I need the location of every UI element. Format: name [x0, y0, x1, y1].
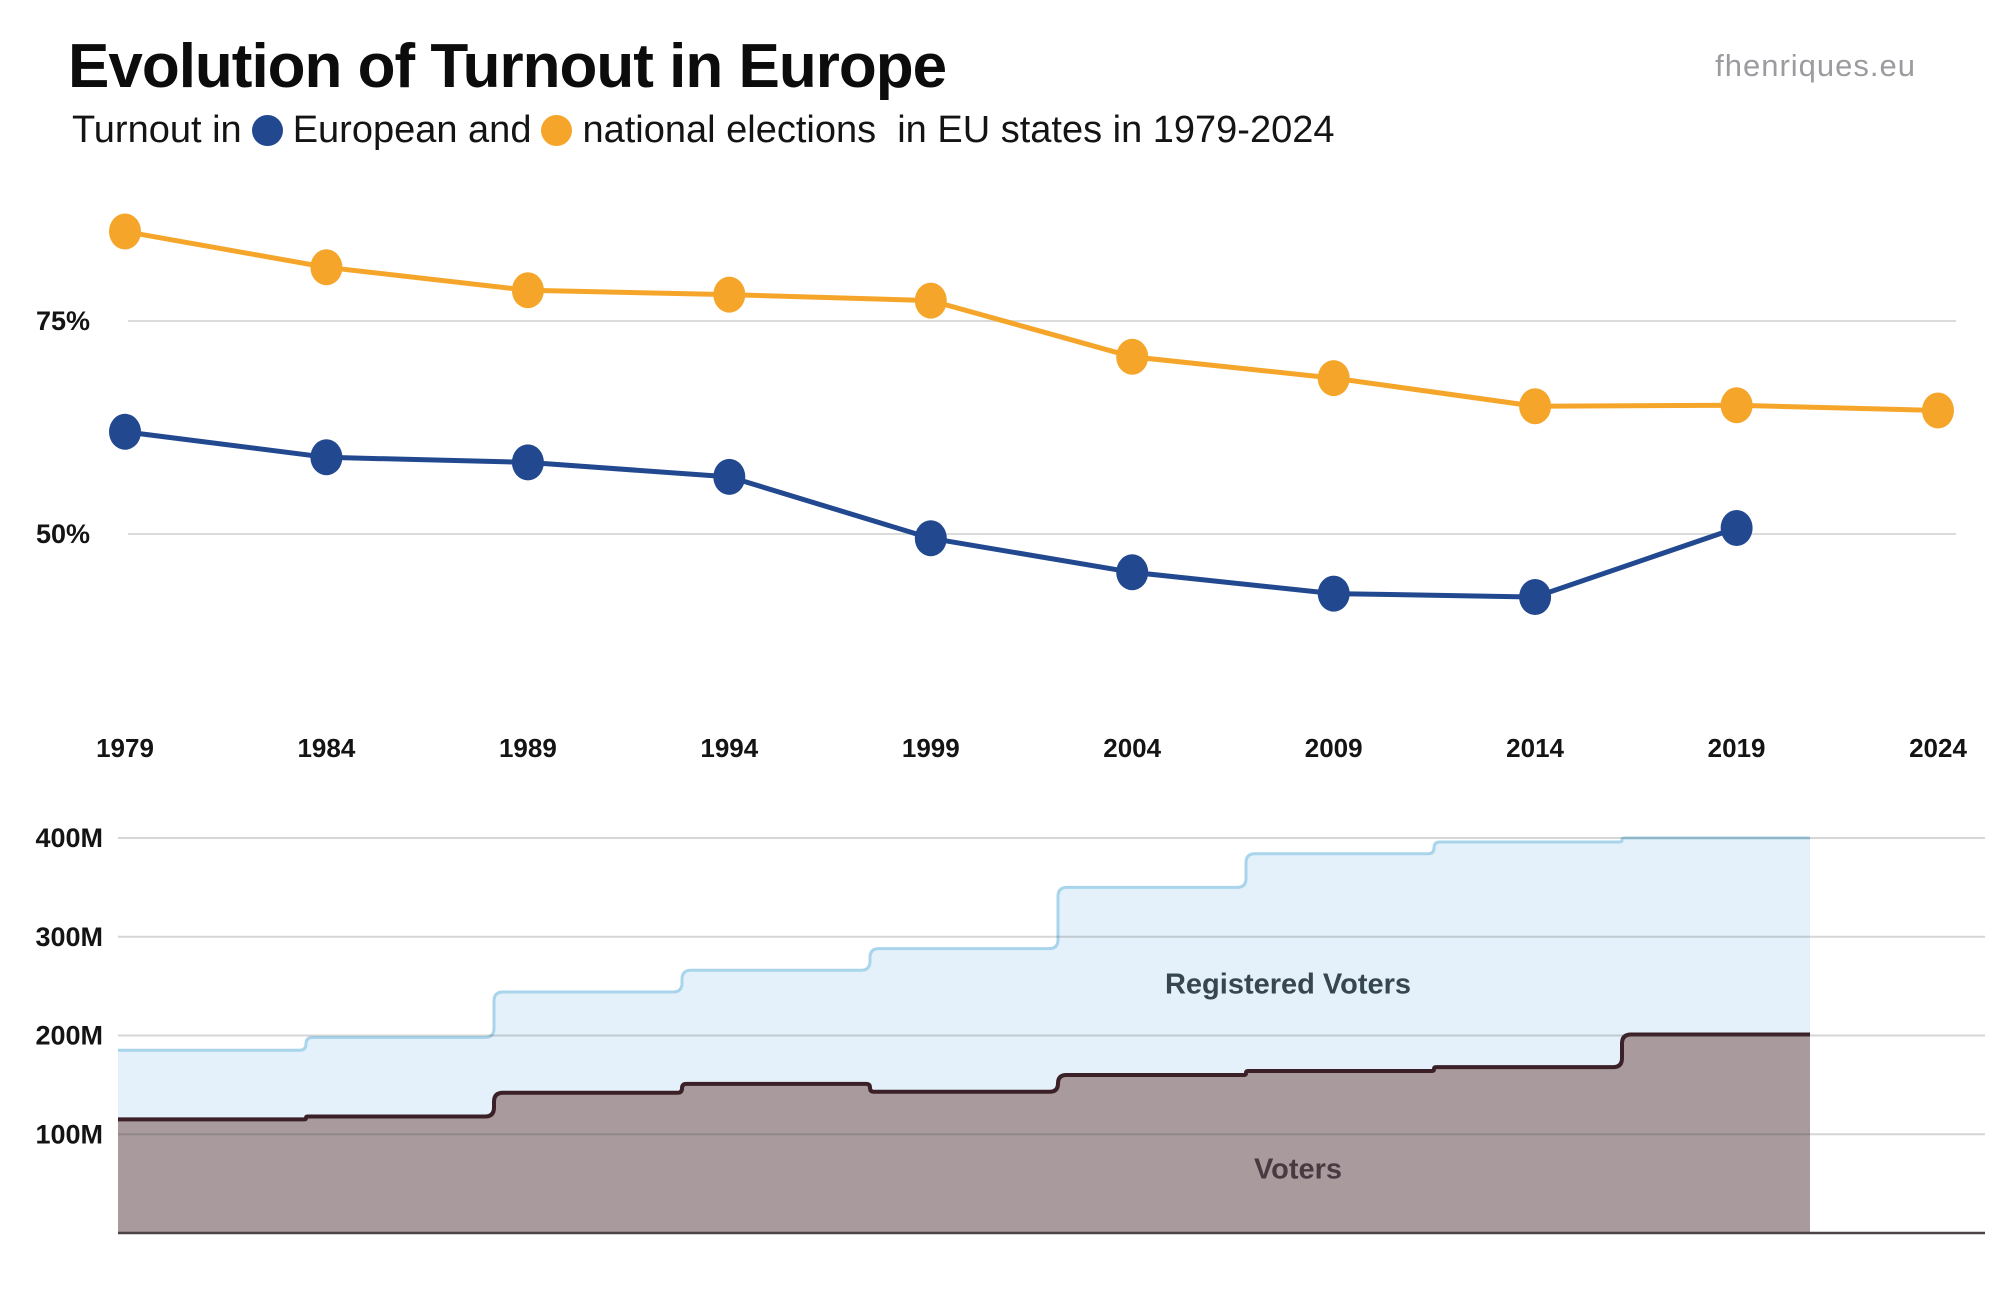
- x-axis-year-label: 1994: [700, 733, 758, 763]
- european-point-1994: [713, 458, 746, 495]
- subtitle-prefix: Turnout in: [72, 109, 242, 151]
- page-title: Evolution of Turnout in Europe: [68, 32, 947, 101]
- european-point-1989: [511, 444, 544, 481]
- european-point-2019: [1720, 510, 1753, 546]
- y-axis-tick-label: 400M: [35, 823, 103, 853]
- european-point-1999: [914, 520, 947, 557]
- european-point-1979: [109, 413, 141, 450]
- european-point-1984: [310, 439, 343, 476]
- european-legend-dot-icon: [251, 115, 283, 147]
- voters-area-edge: [118, 1032, 1810, 1122]
- x-axis-year-label: 1999: [902, 733, 960, 763]
- voters-area-chart: 400M 300M 200M 100M: [35, 823, 1985, 1235]
- national-point-2004: [1116, 338, 1149, 375]
- chart-subtitle: Turnout in European and national electio…: [72, 109, 1335, 152]
- european-point-2014: [1519, 579, 1552, 615]
- y-axis-tick-label: 200M: [35, 1021, 103, 1051]
- national-point-1979: [109, 213, 141, 250]
- y-axis-tick-label: 75%: [36, 306, 90, 336]
- y-axis-tick-label: 300M: [35, 922, 103, 952]
- national-point-1984: [310, 249, 343, 286]
- european-series-line: [124, 429, 1738, 600]
- national-point-2014: [1519, 388, 1552, 425]
- voters-label: Voters: [1253, 1153, 1343, 1186]
- national-legend-dot-icon: [541, 115, 573, 147]
- x-axis-year-label: 1989: [499, 733, 557, 763]
- national-point-2019: [1720, 387, 1753, 424]
- y-axis-tick-label: 100M: [35, 1119, 103, 1149]
- x-axis-year-label: 1984: [297, 733, 355, 763]
- x-axis-year-label: 1979: [96, 733, 154, 763]
- subtitle-european-text: European and: [292, 109, 532, 151]
- european-point-2009: [1317, 575, 1350, 612]
- national-point-2009: [1317, 360, 1350, 397]
- x-axis-year-label: 2019: [1708, 733, 1766, 763]
- national-point-2024: [1922, 392, 1954, 429]
- x-axis-year-label: 2024: [1909, 733, 1967, 763]
- watermark: fhenriques.eu: [1715, 48, 1916, 83]
- subtitle-national-text: national elections in EU states in 1979-…: [582, 109, 1335, 151]
- european-point-2004: [1116, 554, 1149, 591]
- voters-area: [118, 1034, 1810, 1233]
- turnout-line-chart: 75% 50% 1979 1984 1989 1994 1999 2004 2009 2014 20…: [36, 213, 1967, 763]
- national-series-line: [124, 229, 1939, 413]
- national-point-1989: [511, 272, 544, 309]
- x-axis-year-label: 2009: [1305, 733, 1363, 763]
- x-axis-year-label: 2014: [1506, 733, 1564, 763]
- y-axis-tick-label: 50%: [36, 519, 90, 549]
- registered-area-edge: [118, 836, 1810, 1052]
- x-axis-year-label: 2004: [1103, 733, 1161, 763]
- national-point-1994: [713, 276, 746, 313]
- national-point-1999: [914, 282, 947, 319]
- registered-voters-label: Registered Voters: [1164, 968, 1412, 1001]
